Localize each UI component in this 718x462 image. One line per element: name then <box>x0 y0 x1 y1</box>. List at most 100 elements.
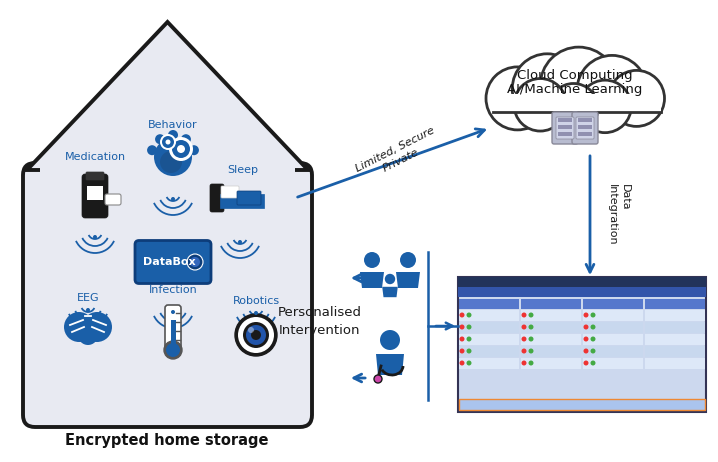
Circle shape <box>584 324 589 329</box>
Circle shape <box>467 360 472 365</box>
Circle shape <box>160 151 182 173</box>
Text: DataBox: DataBox <box>143 257 195 267</box>
Circle shape <box>467 348 472 353</box>
Circle shape <box>528 336 533 341</box>
Circle shape <box>380 330 400 350</box>
Polygon shape <box>360 272 384 288</box>
FancyBboxPatch shape <box>459 399 705 410</box>
FancyBboxPatch shape <box>578 125 592 129</box>
FancyBboxPatch shape <box>552 112 578 144</box>
Circle shape <box>364 252 380 268</box>
Circle shape <box>584 348 589 353</box>
Text: Robotics: Robotics <box>233 296 279 306</box>
FancyBboxPatch shape <box>578 118 592 122</box>
Circle shape <box>528 348 533 353</box>
Text: EEG: EEG <box>77 293 99 303</box>
FancyBboxPatch shape <box>459 322 519 333</box>
Circle shape <box>166 343 180 357</box>
Polygon shape <box>382 287 398 297</box>
FancyBboxPatch shape <box>645 346 705 357</box>
FancyBboxPatch shape <box>645 334 705 345</box>
FancyBboxPatch shape <box>221 186 239 198</box>
FancyBboxPatch shape <box>583 310 643 321</box>
FancyBboxPatch shape <box>23 163 312 427</box>
FancyBboxPatch shape <box>558 132 572 136</box>
FancyBboxPatch shape <box>459 358 519 369</box>
Circle shape <box>189 145 199 155</box>
Polygon shape <box>396 272 420 288</box>
Circle shape <box>460 324 465 329</box>
FancyBboxPatch shape <box>40 165 295 190</box>
Circle shape <box>169 137 193 161</box>
Circle shape <box>521 360 526 365</box>
Circle shape <box>238 240 242 244</box>
FancyBboxPatch shape <box>170 320 175 348</box>
FancyBboxPatch shape <box>572 112 598 144</box>
Circle shape <box>64 312 94 342</box>
Circle shape <box>162 136 174 148</box>
FancyBboxPatch shape <box>583 299 643 309</box>
Circle shape <box>590 360 595 365</box>
FancyBboxPatch shape <box>583 346 643 357</box>
FancyBboxPatch shape <box>86 172 104 180</box>
Circle shape <box>181 134 191 144</box>
Circle shape <box>166 140 170 145</box>
FancyBboxPatch shape <box>578 132 592 136</box>
FancyBboxPatch shape <box>521 346 581 357</box>
Text: Limited, Secure
Private: Limited, Secure Private <box>354 126 442 184</box>
FancyBboxPatch shape <box>237 191 261 205</box>
Circle shape <box>521 348 526 353</box>
Circle shape <box>168 130 178 140</box>
Circle shape <box>154 138 192 176</box>
Circle shape <box>590 336 595 341</box>
Circle shape <box>528 360 533 365</box>
Circle shape <box>590 312 595 317</box>
FancyBboxPatch shape <box>82 174 108 218</box>
FancyBboxPatch shape <box>458 287 706 297</box>
Circle shape <box>171 197 175 201</box>
FancyBboxPatch shape <box>645 358 705 369</box>
Circle shape <box>584 336 589 341</box>
Circle shape <box>155 134 165 144</box>
FancyBboxPatch shape <box>521 334 581 345</box>
FancyBboxPatch shape <box>645 322 705 333</box>
Circle shape <box>235 314 277 356</box>
Circle shape <box>82 312 112 342</box>
Circle shape <box>190 257 200 267</box>
Circle shape <box>460 348 465 353</box>
Circle shape <box>251 330 261 340</box>
FancyBboxPatch shape <box>459 299 519 309</box>
FancyBboxPatch shape <box>521 322 581 333</box>
Circle shape <box>521 324 526 329</box>
Text: Sleep: Sleep <box>228 165 258 175</box>
FancyBboxPatch shape <box>521 310 581 321</box>
Circle shape <box>467 324 472 329</box>
Circle shape <box>177 145 185 153</box>
Text: Infection: Infection <box>149 285 197 295</box>
Circle shape <box>590 324 595 329</box>
FancyBboxPatch shape <box>558 125 572 129</box>
Circle shape <box>460 312 465 317</box>
FancyBboxPatch shape <box>645 310 705 321</box>
FancyBboxPatch shape <box>521 299 581 309</box>
Text: Medication: Medication <box>65 152 126 162</box>
FancyBboxPatch shape <box>521 358 581 369</box>
FancyBboxPatch shape <box>493 94 661 112</box>
Circle shape <box>584 360 589 365</box>
Circle shape <box>78 325 98 345</box>
Circle shape <box>160 134 176 150</box>
Circle shape <box>467 336 472 341</box>
FancyBboxPatch shape <box>583 358 643 369</box>
FancyBboxPatch shape <box>556 117 574 139</box>
Circle shape <box>521 312 526 317</box>
FancyBboxPatch shape <box>459 346 519 357</box>
FancyBboxPatch shape <box>583 322 643 333</box>
Circle shape <box>93 235 97 239</box>
Circle shape <box>385 274 395 284</box>
Circle shape <box>164 341 182 359</box>
FancyBboxPatch shape <box>210 184 224 212</box>
FancyBboxPatch shape <box>459 310 519 321</box>
Text: Encrypted home storage: Encrypted home storage <box>65 432 269 448</box>
FancyBboxPatch shape <box>459 334 519 345</box>
Circle shape <box>528 312 533 317</box>
